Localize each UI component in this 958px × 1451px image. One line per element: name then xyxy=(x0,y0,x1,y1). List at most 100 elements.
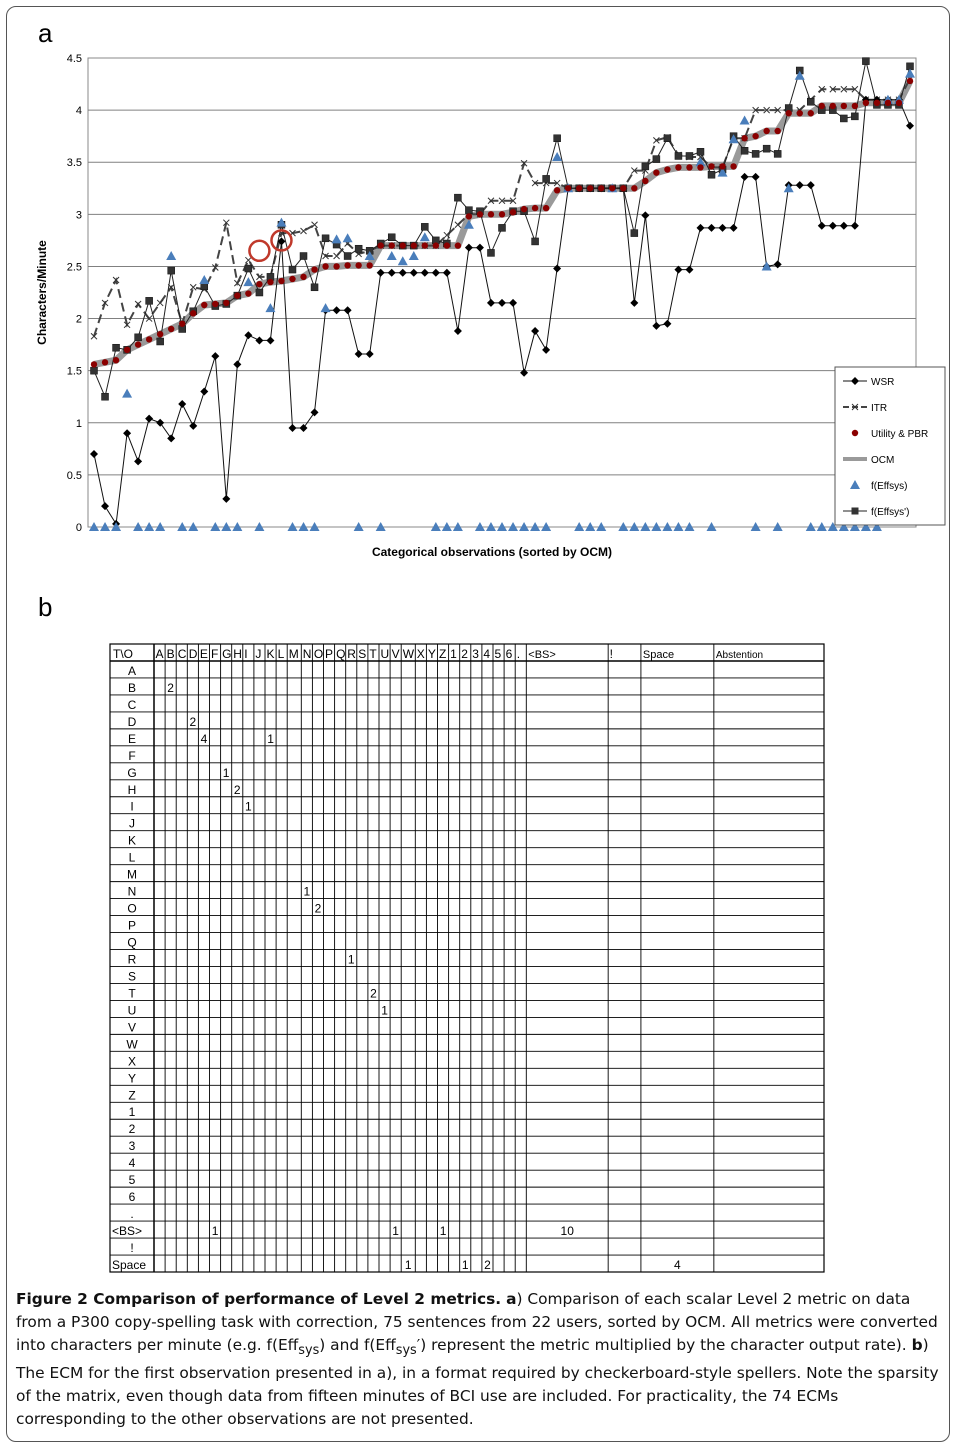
effsys-point xyxy=(342,233,353,243)
utility-pbr-point xyxy=(333,263,340,270)
utility-pbr-point xyxy=(509,209,517,216)
matrix-cell-value: 10 xyxy=(561,1224,575,1238)
wsr-point xyxy=(906,121,914,130)
legend-marker xyxy=(851,403,859,411)
utility-pbr-point xyxy=(101,359,109,366)
legend-marker xyxy=(851,429,859,437)
utility-pbr-point xyxy=(300,273,307,281)
effsys-point xyxy=(783,183,794,193)
utility-pbr-point xyxy=(851,102,859,110)
matrix-row-header: ! xyxy=(130,1241,133,1255)
matrix-border xyxy=(109,643,825,1273)
effsys-point xyxy=(254,522,265,531)
utility-pbr-point xyxy=(818,102,825,110)
effsys-point xyxy=(177,522,188,531)
caption-a-label: a xyxy=(506,1290,517,1308)
effsys-point xyxy=(860,522,871,531)
wsr-point xyxy=(828,221,837,230)
utility-pbr-point xyxy=(123,346,131,354)
matrix-row-header: P xyxy=(128,919,136,933)
utility-pbr-point xyxy=(212,300,219,308)
utility-pbr-point xyxy=(609,185,616,192)
effsys-point xyxy=(541,522,552,531)
utility-pbr-point xyxy=(697,164,704,171)
effsys-point xyxy=(276,217,287,227)
effsys-point xyxy=(188,522,199,531)
matrix-col-header: Abstention xyxy=(716,650,763,661)
effsys-point xyxy=(375,522,386,531)
matrix-row-header: B xyxy=(128,681,136,695)
panel-a-letter: a xyxy=(38,18,53,48)
matrix-col-header: M xyxy=(289,647,299,661)
utility-pbr-point xyxy=(179,320,186,327)
effsys-prime-point xyxy=(762,144,771,153)
legend-label: OCM xyxy=(871,455,894,466)
effsys-point xyxy=(485,522,496,531)
wsr-point xyxy=(531,327,540,336)
matrix-col-header: G xyxy=(222,647,231,661)
y-tick-label: 1 xyxy=(76,418,82,430)
matrix-col-header: S xyxy=(358,647,366,661)
effsys-point xyxy=(695,157,706,167)
effsys-prime-point xyxy=(807,98,815,106)
effsys-prime-point xyxy=(343,252,352,260)
wsr-point xyxy=(520,368,529,377)
utility-pbr-point xyxy=(873,99,881,107)
wsr-point xyxy=(266,336,275,345)
matrix-cell-value: 4 xyxy=(674,1258,681,1272)
matrix-cell-value: 2 xyxy=(370,986,377,1000)
effsys-prime-point xyxy=(255,288,264,297)
itr-point xyxy=(509,197,517,205)
wsr-point xyxy=(398,268,407,277)
wsr-point xyxy=(332,306,341,315)
effsys-point xyxy=(419,232,430,242)
utility-pbr-point xyxy=(708,163,715,170)
wsr-point xyxy=(475,243,484,252)
itr-point xyxy=(245,256,252,264)
effsys-point xyxy=(772,522,783,531)
wsr-point xyxy=(420,268,429,277)
effsys-point xyxy=(794,70,805,80)
effsys-point xyxy=(739,115,750,125)
effsys-prime-point xyxy=(641,162,650,171)
matrix-cell-value: 1 xyxy=(212,1224,219,1238)
matrix-row-header: H xyxy=(128,783,137,797)
matrix-row-header: Space xyxy=(112,1258,146,1272)
effsys-prime-point xyxy=(145,297,153,305)
effsys-prime-point xyxy=(663,134,672,143)
matrix-col-header: ! xyxy=(610,647,613,661)
matrix-col-header: . xyxy=(517,647,520,661)
effsys-point xyxy=(684,522,695,531)
matrix-row-header: Z xyxy=(128,1088,135,1102)
effsys-point xyxy=(353,522,364,531)
effsys-point xyxy=(210,522,221,531)
effsys-point xyxy=(166,251,177,261)
effsys-prime-point xyxy=(696,148,705,156)
legend-label: Utility & PBR xyxy=(871,429,928,440)
effsys-point xyxy=(221,522,232,531)
effsys-point xyxy=(651,522,662,531)
matrix-row-header: U xyxy=(128,1003,137,1017)
effsys-prime-point xyxy=(630,229,639,237)
matrix-row-header: 6 xyxy=(129,1190,136,1204)
wsr-point xyxy=(189,421,198,430)
wsr-point xyxy=(431,268,440,277)
itr-point xyxy=(553,179,561,187)
matrix-col-header: E xyxy=(200,647,208,661)
utility-pbr-point xyxy=(906,77,914,85)
wsr-point xyxy=(354,349,363,358)
matrix-row-header: 1 xyxy=(129,1105,136,1119)
wsr-point xyxy=(299,423,308,432)
wsr-point xyxy=(542,345,551,354)
utility-pbr-point xyxy=(465,213,473,220)
wsr-point xyxy=(718,223,727,232)
wsr-point xyxy=(123,429,132,438)
legend-marker xyxy=(851,507,859,515)
utility-pbr-point xyxy=(388,242,395,249)
utility-pbr-point xyxy=(167,325,175,333)
utility-pbr-point xyxy=(476,211,484,218)
caption-a-text1: ) Comparison of each scalar Level 2 metr… xyxy=(16,1290,938,1354)
utility-pbr-point xyxy=(895,99,903,107)
effsys-point xyxy=(111,522,122,531)
effsys-point xyxy=(574,522,585,531)
